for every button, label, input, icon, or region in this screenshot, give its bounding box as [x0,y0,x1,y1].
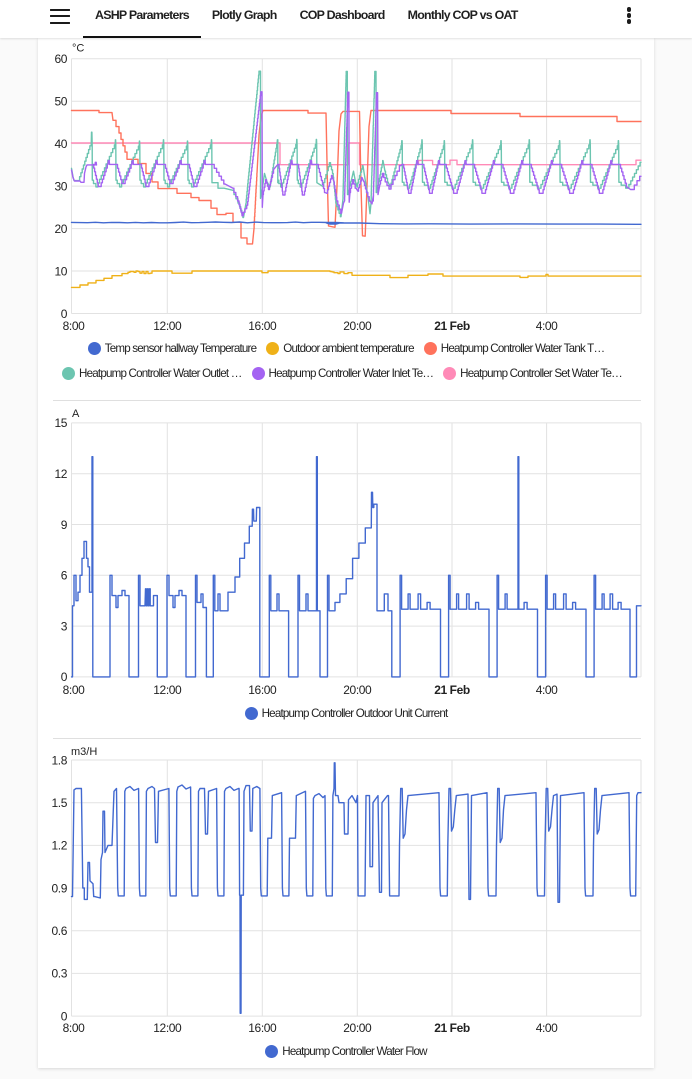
svg-text:20:00: 20:00 [343,319,372,333]
svg-text:1.2: 1.2 [52,839,68,853]
svg-text:16:00: 16:00 [248,1021,277,1035]
svg-text:50: 50 [54,95,67,109]
svg-text:20:00: 20:00 [343,1021,372,1035]
svg-text:21 Feb: 21 Feb [434,1021,470,1035]
svg-text:8:00: 8:00 [63,1021,85,1035]
svg-text:16:00: 16:00 [248,683,277,697]
svg-text:40: 40 [54,137,67,151]
svg-text:15: 15 [54,416,67,430]
svg-text:8:00: 8:00 [63,683,85,697]
svg-text:20:00: 20:00 [343,683,372,697]
svg-text:12:00: 12:00 [153,1021,182,1035]
svg-text:0: 0 [61,1009,68,1023]
svg-text:21 Feb: 21 Feb [434,683,470,697]
svg-text:6: 6 [61,569,68,583]
svg-text:3: 3 [61,619,68,633]
svg-text:4:00: 4:00 [536,683,558,697]
svg-text:1.8: 1.8 [52,753,68,767]
svg-text:0.6: 0.6 [52,924,68,938]
svg-text:0.3: 0.3 [52,967,68,981]
svg-text:20: 20 [54,222,67,236]
svg-text:16:00: 16:00 [248,319,277,333]
svg-text:1.5: 1.5 [52,796,68,810]
svg-text:0: 0 [61,670,68,684]
svg-text:12: 12 [54,467,67,481]
svg-text:10: 10 [54,264,67,278]
svg-text:12:00: 12:00 [153,319,182,333]
svg-text:A: A [72,408,80,420]
svg-text:0.9: 0.9 [52,881,68,895]
svg-text:12:00: 12:00 [153,683,182,697]
svg-text:4:00: 4:00 [536,1021,558,1035]
svg-text:9: 9 [61,518,68,532]
svg-text:0: 0 [61,307,68,321]
svg-text:8:00: 8:00 [63,319,85,333]
svg-text:21 Feb: 21 Feb [434,319,470,333]
svg-text:4:00: 4:00 [536,319,558,333]
svg-text:60: 60 [54,52,67,66]
svg-text:m3/H: m3/H [71,746,97,758]
svg-text:30: 30 [54,179,67,193]
svg-text:°C: °C [72,43,84,55]
